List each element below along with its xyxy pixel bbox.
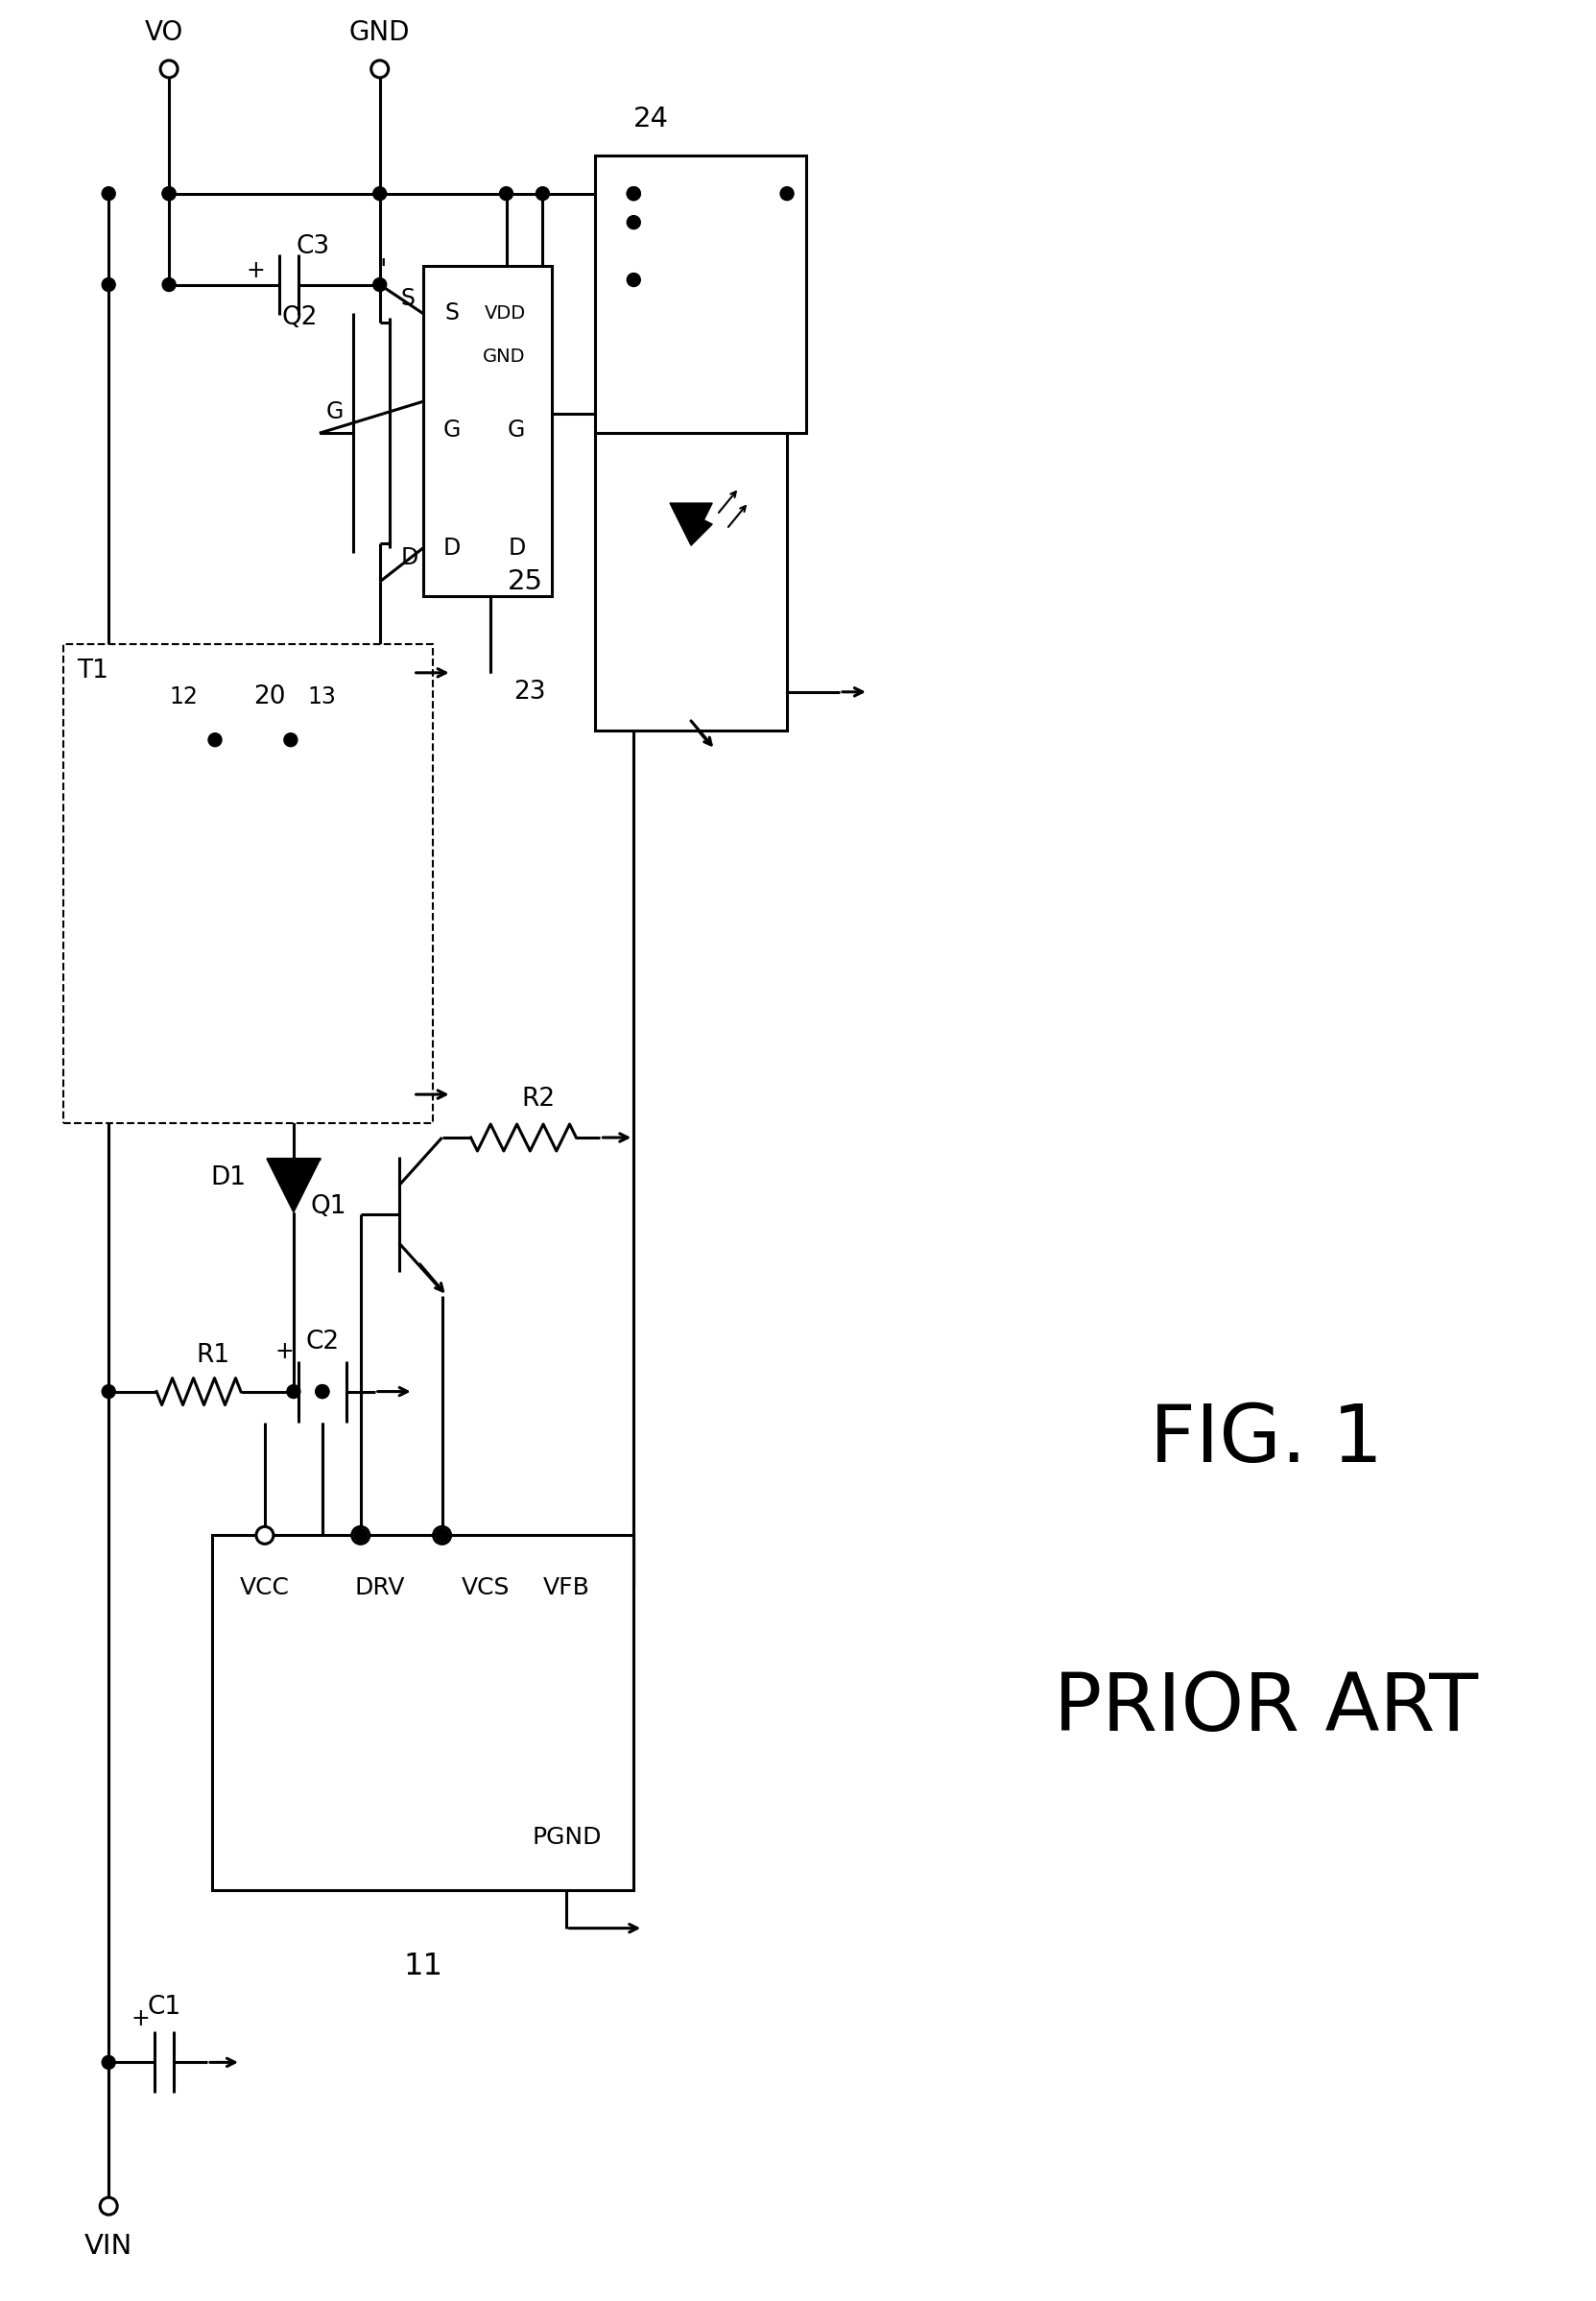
Text: S: S <box>401 288 415 311</box>
Text: VDD: VDD <box>484 304 525 322</box>
Text: +: + <box>275 1339 294 1362</box>
Text: C2: C2 <box>305 1330 340 1355</box>
Text: G: G <box>326 400 343 423</box>
Circle shape <box>163 278 176 292</box>
Polygon shape <box>670 504 712 545</box>
Circle shape <box>101 2197 117 2216</box>
Text: VO: VO <box>145 18 184 46</box>
Polygon shape <box>670 504 712 545</box>
Text: GND: GND <box>350 18 410 46</box>
Text: PGND: PGND <box>531 1825 602 1848</box>
Text: R1: R1 <box>196 1341 230 1367</box>
Circle shape <box>373 186 386 200</box>
Text: D1: D1 <box>211 1164 246 1190</box>
Circle shape <box>287 1385 300 1399</box>
Circle shape <box>627 186 640 200</box>
Circle shape <box>627 186 640 200</box>
Text: S: S <box>444 301 458 324</box>
Text: 11: 11 <box>404 1951 442 1981</box>
Text: FIG. 1: FIG. 1 <box>1149 1401 1382 1477</box>
Text: 13: 13 <box>308 686 337 709</box>
Bar <box>595 433 787 729</box>
Circle shape <box>102 1385 115 1399</box>
Circle shape <box>209 734 222 746</box>
Circle shape <box>316 1385 329 1399</box>
Circle shape <box>372 60 388 78</box>
Text: ': ' <box>380 258 386 283</box>
Circle shape <box>780 186 793 200</box>
Text: G: G <box>442 419 461 442</box>
Circle shape <box>627 216 640 230</box>
Circle shape <box>163 186 176 200</box>
Text: C1: C1 <box>147 1995 180 2020</box>
Circle shape <box>316 1385 329 1399</box>
Text: 12: 12 <box>169 686 198 709</box>
Text: R2: R2 <box>520 1086 555 1111</box>
Text: G: G <box>508 419 525 442</box>
Text: C3: C3 <box>295 235 329 258</box>
Text: DRV: DRV <box>354 1576 405 1599</box>
Circle shape <box>102 2055 115 2069</box>
Text: VFB: VFB <box>543 1576 591 1599</box>
Text: 23: 23 <box>514 679 546 704</box>
Bar <box>423 265 552 596</box>
Text: +: + <box>131 2009 150 2032</box>
Circle shape <box>257 1526 273 1544</box>
Circle shape <box>102 186 115 200</box>
Circle shape <box>353 1526 369 1544</box>
Text: VCC: VCC <box>239 1576 290 1599</box>
Text: Q2: Q2 <box>281 306 318 331</box>
Bar <box>595 154 806 433</box>
Circle shape <box>160 60 177 78</box>
Polygon shape <box>267 1160 321 1213</box>
Circle shape <box>373 278 386 292</box>
Circle shape <box>500 186 512 200</box>
Text: D: D <box>401 545 418 568</box>
Circle shape <box>354 1528 367 1542</box>
Text: VIN: VIN <box>85 2232 132 2260</box>
Text: D: D <box>508 536 525 559</box>
Circle shape <box>536 186 549 200</box>
Text: +: + <box>246 258 265 281</box>
Text: Q1: Q1 <box>310 1194 346 1220</box>
Bar <box>212 1535 634 1889</box>
Text: GND: GND <box>482 347 525 366</box>
Bar <box>64 644 433 1123</box>
Circle shape <box>436 1528 448 1542</box>
Text: D: D <box>442 536 460 559</box>
Circle shape <box>163 186 176 200</box>
Circle shape <box>627 274 640 288</box>
Text: PRIOR ART: PRIOR ART <box>1053 1668 1478 1746</box>
Text: T1: T1 <box>77 658 109 683</box>
Circle shape <box>284 734 297 746</box>
Text: 25: 25 <box>508 568 543 596</box>
Text: VCS: VCS <box>461 1576 509 1599</box>
Text: 20: 20 <box>254 683 286 709</box>
Circle shape <box>102 278 115 292</box>
Circle shape <box>434 1526 450 1544</box>
Text: 24: 24 <box>634 106 669 131</box>
